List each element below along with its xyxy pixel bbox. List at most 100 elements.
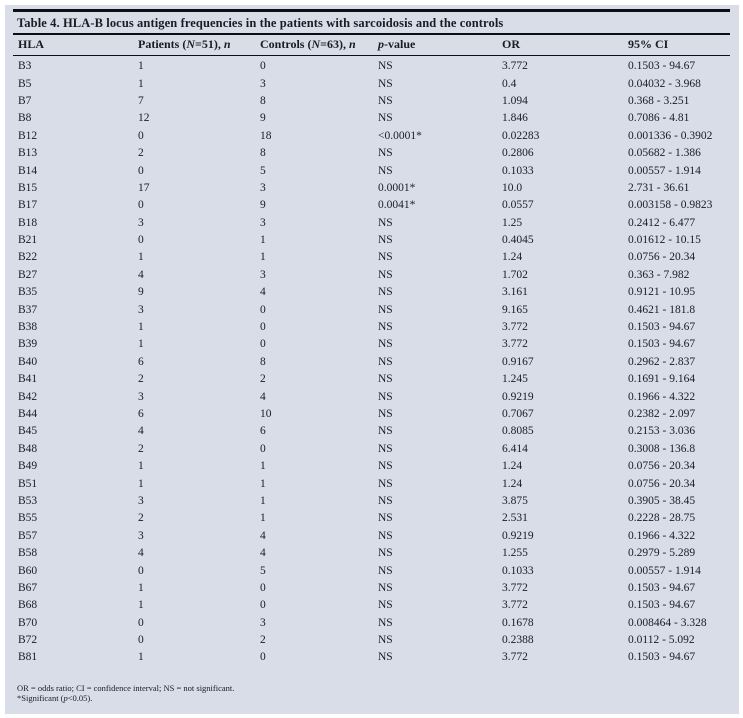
cell-or: 0.1033 [502, 564, 534, 577]
cell-p-value: NS [378, 147, 393, 160]
cell-ci: 0.0112 - 5.092 [628, 634, 695, 647]
column-header-ci: 95% CI [623, 32, 730, 56]
cell-patients: 6 [138, 355, 144, 368]
cell-hla: B51 [18, 477, 38, 490]
cell-or: 1.245 [502, 373, 528, 386]
cell-patients: 0 [138, 234, 144, 247]
cell-hla: B72 [18, 634, 38, 647]
cell-hla: B39 [18, 338, 38, 351]
cell-p-value: <0.0001* [378, 129, 422, 142]
cell-hla: B45 [18, 425, 38, 438]
cell-or: 1.24 [502, 251, 523, 264]
cell-patients: 4 [138, 268, 144, 281]
cell-p-value: NS [378, 529, 393, 542]
cell-p-value: NS [378, 494, 393, 507]
footnote-significant: *Significant (p<0.05). [17, 693, 730, 703]
cell-controls: 6 [260, 425, 266, 438]
table-body: B3 1 0 NS 3.772 0.1503 - 94.67 B5 1 3 NS 0.4 0.0403… [13, 55, 730, 666]
table-row-b57: B57 3 4 NS 0.9219 0.1966 - 4.322 [13, 527, 730, 544]
cell-or: 9.165 [502, 303, 528, 316]
cell-p-value: 0.0001* [378, 181, 416, 194]
cell-p-value: NS [378, 460, 393, 473]
cell-patients: 1 [138, 77, 144, 90]
text: OR [502, 37, 520, 51]
cell-p-value: NS [378, 547, 393, 560]
cell-ci: 0.1503 - 94.67 [628, 60, 696, 73]
cell-p-value: NS [378, 303, 393, 316]
cell-hla: B57 [18, 529, 38, 542]
table-row-b68: B68 1 0 NS 3.772 0.1503 - 94.67 [13, 597, 730, 614]
cell-controls: 3 [260, 77, 266, 90]
cell-patients: 3 [138, 216, 144, 229]
cell-p-value: NS [378, 60, 393, 73]
cell-ci: 0.2962 - 2.837 [628, 355, 696, 368]
cell-p-value: NS [378, 112, 393, 125]
cell-controls: 2 [260, 373, 266, 386]
cell-p-value: NS [378, 564, 393, 577]
footnotes: OR = odds ratio; CI = confidence interva… [13, 683, 730, 703]
table-row-b40: B40 6 8 NS 0.9167 0.2962 - 2.837 [13, 353, 730, 370]
cell-patients: 6 [138, 408, 144, 420]
cell-p-value: NS [378, 512, 393, 525]
cell-or: 1.702 [502, 268, 528, 281]
cell-p-value: NS [378, 321, 393, 334]
cell-ci: 0.1503 - 94.67 [628, 651, 696, 664]
cell-p-value: NS [378, 338, 393, 351]
cell-controls: 1 [260, 460, 266, 473]
cell-controls: 0 [260, 60, 266, 73]
cell-patients: 1 [138, 581, 144, 594]
cell-hla: B44 [18, 408, 38, 420]
text: =51), [195, 37, 224, 51]
cell-controls: 1 [260, 512, 266, 525]
cell-controls: 1 [260, 234, 266, 247]
cell-or: 0.4045 [502, 234, 534, 247]
cell-controls: 8 [260, 355, 266, 368]
cell-controls: 0 [260, 442, 266, 455]
cell-p-value: NS [378, 94, 393, 107]
cell-hla: B67 [18, 581, 38, 594]
table-row-b39: B39 1 0 NS 3.772 0.1503 - 94.67 [13, 336, 730, 353]
cell-controls: 4 [260, 529, 266, 542]
cell-patients: 0 [138, 164, 144, 177]
cell-hla: B68 [18, 599, 38, 612]
cell-patients: 1 [138, 60, 144, 73]
cell-or: 0.9219 [502, 390, 534, 403]
footnote-abbreviations: OR = odds ratio; CI = confidence interva… [17, 683, 235, 694]
table-row-b48: B48 2 0 NS 6.414 0.3008 - 136.8 [13, 440, 730, 457]
table-row-b67: B67 1 0 NS 3.772 0.1503 - 94.67 [13, 579, 730, 596]
table-row-b42: B42 3 4 NS 0.9219 0.1966 - 4.322 [13, 388, 730, 405]
cell-or: 6.414 [502, 442, 528, 455]
cell-or: 0.2806 [502, 147, 534, 160]
cell-controls: 3 [260, 616, 266, 629]
table-row-b53: B53 3 1 NS 3.875 0.3905 - 38.45 [13, 492, 730, 509]
cell-ci: 0.1503 - 94.67 [628, 599, 696, 612]
cell-patients: 2 [138, 442, 144, 455]
cell-controls: 4 [260, 286, 266, 299]
table-row-b7: B7 7 8 NS 1.094 0.368 - 3.251 [13, 92, 730, 109]
cell-or: 3.772 [502, 338, 528, 351]
cell-or: 1.255 [502, 547, 528, 560]
cell-p-value: NS [378, 616, 393, 629]
cell-p-value: NS [378, 77, 393, 90]
table-row-b70: B70 0 3 NS 0.1678 0.008464 - 3.328 [13, 614, 730, 631]
table-row-b12: B12 0 18 <0.0001* 0.02283 0.001336 - 0.3902 [13, 127, 730, 144]
cell-patients: 3 [138, 390, 144, 403]
table-row-b15: B15 17 3 0.0001* 10.0 2.731 - 36.61 [13, 179, 730, 196]
cell-ci: 0.1503 - 94.67 [628, 581, 696, 594]
cell-p-value: NS [378, 164, 393, 177]
cell-ci: 0.363 - 7.982 [628, 268, 690, 281]
cell-patients: 7 [138, 94, 144, 107]
cell-controls: 0 [260, 581, 266, 594]
cell-p-value: NS [378, 442, 393, 455]
table-row-b14: B14 0 5 NS 0.1033 0.00557 - 1.914 [13, 162, 730, 179]
table-row-b35: B35 9 4 NS 3.161 0.9121 - 10.95 [13, 284, 730, 301]
cell-hla: B13 [18, 147, 38, 160]
column-header-p-value: p-value [373, 32, 497, 56]
cell-patients: 3 [138, 529, 144, 542]
cell-p-value: NS [378, 408, 393, 420]
cell-p-value: NS [378, 373, 393, 386]
table-row-b44: B44 6 10 NS 0.7067 0.2382 - 2.097 [13, 405, 730, 422]
table-row-b5: B5 1 3 NS 0.4 0.04032 - 3.968 [13, 75, 730, 92]
